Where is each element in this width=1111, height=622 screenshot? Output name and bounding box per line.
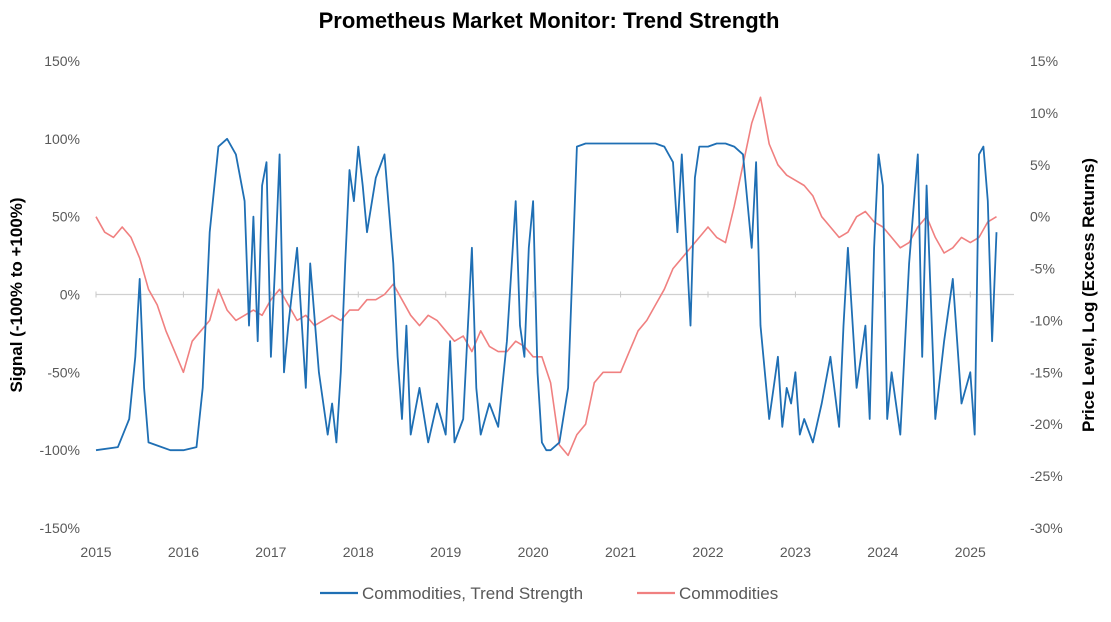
legend-label: Commodities, Trend Strength	[362, 584, 583, 603]
left-axis-title: Signal (-100% to +100%)	[7, 197, 26, 392]
x-tick-label: 2022	[692, 544, 723, 560]
x-tick-label: 2018	[343, 544, 374, 560]
right-tick-label: 15%	[1030, 53, 1058, 69]
right-axis-ticks: 15% 10% 5% 0% -5% -10% -15% -20% -25% -30%	[1030, 53, 1063, 536]
right-axis-title: Price Level, Log (Excess Returns)	[1079, 158, 1098, 432]
left-tick-label: 0%	[60, 287, 80, 303]
left-tick-label: 150%	[44, 53, 80, 69]
x-tick-label: 2016	[168, 544, 199, 560]
left-tick-label: -100%	[40, 442, 80, 458]
x-tick-label: 2024	[867, 544, 898, 560]
left-axis-ticks: 150% 100% 50% 0% -50% -100% -150%	[40, 53, 80, 536]
x-axis-ticks: 2015 2016 2017 2018 2019 2020 2021 2022 2023 2024…	[80, 291, 986, 560]
right-tick-label: -25%	[1030, 468, 1063, 484]
x-tick-label: 2017	[255, 544, 286, 560]
left-tick-label: 100%	[44, 131, 80, 147]
x-tick-label: 2025	[955, 544, 986, 560]
right-tick-label: 0%	[1030, 209, 1050, 225]
x-tick-label: 2020	[518, 544, 549, 560]
x-tick-label: 2021	[605, 544, 636, 560]
right-tick-label: -10%	[1030, 312, 1063, 328]
right-tick-label: -5%	[1030, 261, 1055, 277]
left-tick-label: -50%	[47, 364, 80, 380]
right-tick-label: 5%	[1030, 157, 1050, 173]
left-tick-label: 50%	[52, 209, 80, 225]
right-tick-label: -20%	[1030, 416, 1063, 432]
x-tick-label: 2015	[80, 544, 111, 560]
right-tick-label: -15%	[1030, 364, 1063, 380]
chart-title: Prometheus Market Monitor: Trend Strengt…	[319, 8, 780, 33]
x-tick-label: 2019	[430, 544, 461, 560]
right-tick-label: 10%	[1030, 105, 1058, 121]
series-line-commodities	[95, 96, 997, 457]
legend: Commodities, Trend Strength Commodities	[320, 584, 778, 603]
series-line-trend-strength	[95, 137, 998, 452]
left-tick-label: -150%	[40, 520, 80, 536]
series-layer	[95, 96, 998, 457]
x-tick-label: 2023	[780, 544, 811, 560]
right-tick-label: -30%	[1030, 520, 1063, 536]
legend-label: Commodities	[679, 584, 778, 603]
